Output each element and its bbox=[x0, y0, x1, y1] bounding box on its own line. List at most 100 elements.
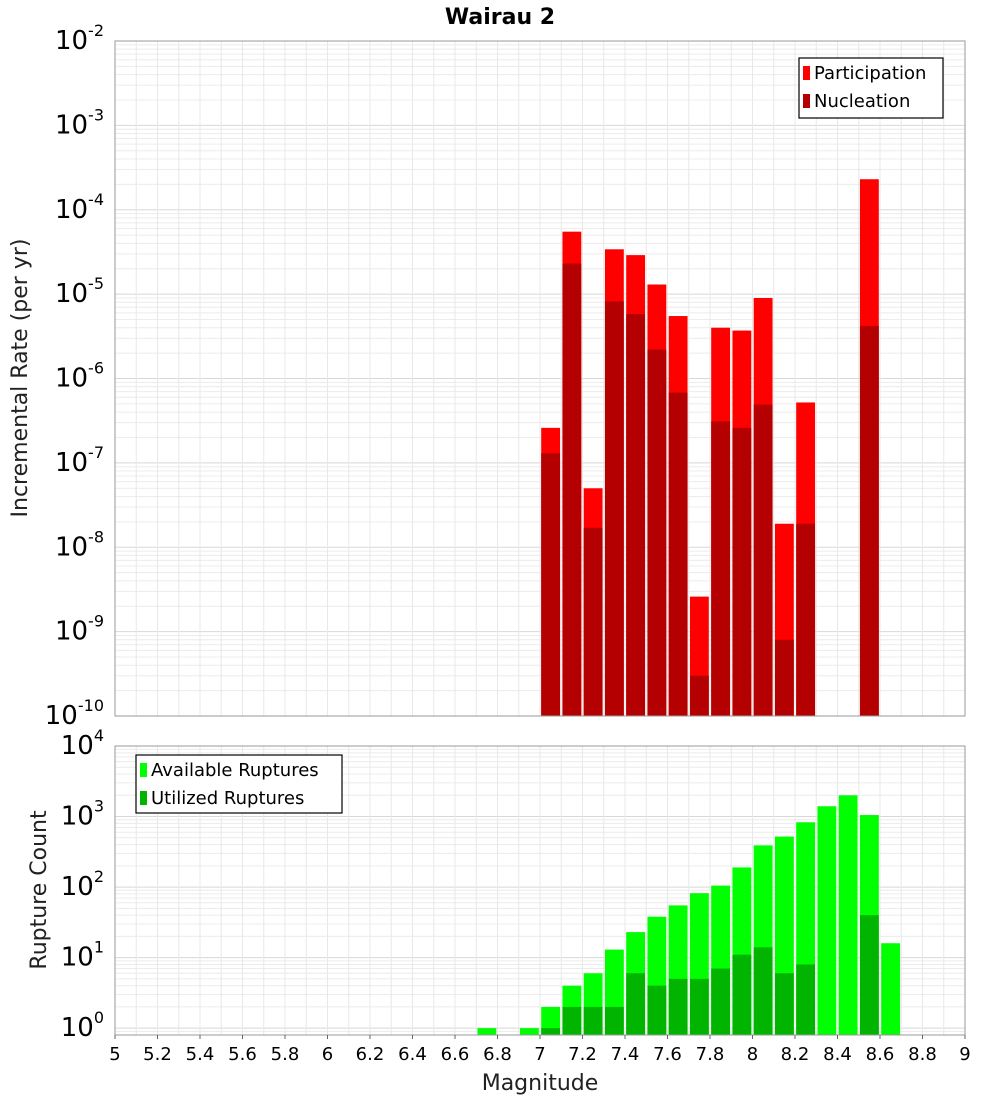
x-tick-label: 6 bbox=[322, 1044, 333, 1065]
top-bar bbox=[711, 421, 731, 716]
top-bar bbox=[604, 301, 624, 716]
x-tick-label: 7.2 bbox=[568, 1044, 597, 1065]
x-tick-label: 6.2 bbox=[356, 1044, 385, 1065]
top-y-tick-label: 10-2 bbox=[55, 21, 104, 56]
top-bar bbox=[689, 675, 709, 716]
top-y-tick-label: 10-5 bbox=[55, 274, 104, 309]
x-axis-label: Magnitude bbox=[482, 1071, 599, 1096]
bottom-legend-swatch bbox=[140, 763, 147, 777]
bottom-bar bbox=[519, 1028, 539, 1035]
tick-exponent: -9 bbox=[88, 612, 104, 631]
top-y-tick-label: 10-7 bbox=[55, 443, 104, 478]
bottom-y-tick-label: 102 bbox=[61, 867, 104, 902]
bottom-legend-label: Utilized Ruptures bbox=[151, 788, 304, 809]
bottom-y-tick-label: 101 bbox=[61, 938, 104, 973]
bottom-bar bbox=[817, 806, 837, 1035]
x-tick-label: 8.2 bbox=[781, 1044, 810, 1065]
tick-base: 10 bbox=[55, 279, 88, 309]
bottom-bar bbox=[626, 973, 646, 1035]
top-y-tick-label: 10-4 bbox=[55, 190, 104, 225]
top-bar bbox=[859, 325, 879, 716]
x-tick-label: 5.6 bbox=[228, 1044, 257, 1065]
bottom-legend-swatch bbox=[140, 791, 147, 805]
bottom-bar bbox=[689, 978, 709, 1035]
bottom-bar bbox=[732, 954, 752, 1035]
tick-exponent: -7 bbox=[88, 443, 104, 462]
x-tick-label: 5 bbox=[109, 1044, 120, 1065]
tick-exponent: -4 bbox=[88, 190, 104, 209]
tick-exponent: -5 bbox=[88, 274, 104, 293]
tick-base: 10 bbox=[61, 943, 94, 973]
tick-exponent: -8 bbox=[88, 527, 104, 546]
top-bar bbox=[796, 523, 816, 716]
bottom-bar bbox=[541, 1006, 561, 1035]
x-tick-label: 6.6 bbox=[441, 1044, 470, 1065]
top-y-tick-label: 10-8 bbox=[55, 527, 104, 562]
bottom-bar bbox=[881, 943, 901, 1035]
top-bar bbox=[626, 314, 646, 716]
bottom-bar bbox=[796, 964, 816, 1035]
bottom-y-tick-label: 103 bbox=[61, 797, 104, 832]
bottom-legend-box bbox=[135, 754, 343, 814]
tick-exponent: 0 bbox=[94, 1008, 104, 1027]
tick-base: 10 bbox=[45, 701, 78, 731]
tick-exponent: -3 bbox=[88, 105, 104, 124]
tick-exponent: -2 bbox=[88, 21, 104, 40]
chart-title: Wairau 2 bbox=[445, 5, 555, 30]
x-tick-label: 7.6 bbox=[653, 1044, 682, 1065]
top-bar bbox=[562, 263, 582, 716]
top-legend-swatch bbox=[803, 66, 810, 80]
x-tick-label: 8.4 bbox=[823, 1044, 852, 1065]
bottom-y-tick-label: 100 bbox=[61, 1008, 104, 1043]
bottom-series-secondary bbox=[541, 915, 879, 1035]
bottom-y-axis-label: Rupture Count bbox=[27, 810, 52, 970]
top-bar bbox=[753, 404, 773, 716]
bottom-bar bbox=[859, 915, 879, 1035]
bottom-legend-label: Available Ruptures bbox=[151, 760, 319, 781]
top-bar bbox=[541, 453, 561, 716]
top-bar bbox=[774, 639, 794, 716]
tick-exponent: 1 bbox=[94, 938, 104, 957]
x-ticks: 5 5.2 5.4 5.6 5.8 6 6.2 6.4 6.6 6.8 7 7.2 7.4 7.6 7.8 8… bbox=[109, 1035, 971, 1065]
top-bar bbox=[668, 392, 688, 716]
top-legend-label: Nucleation bbox=[814, 91, 910, 112]
x-tick-label: 6.4 bbox=[398, 1044, 427, 1065]
top-legend-swatch bbox=[803, 94, 810, 108]
tick-exponent: -10 bbox=[78, 696, 104, 715]
x-tick-label: 8 bbox=[747, 1044, 758, 1065]
top-plot-frame bbox=[114, 40, 966, 717]
top-legend-box bbox=[798, 57, 944, 119]
bottom-bar bbox=[604, 1006, 624, 1035]
bottom-bar bbox=[774, 973, 794, 1035]
tick-base: 10 bbox=[55, 617, 88, 647]
top-y-tick-label: 10-10 bbox=[45, 696, 104, 731]
bottom-bar bbox=[477, 1028, 497, 1035]
top-bar bbox=[732, 427, 752, 716]
bottom-bar bbox=[838, 795, 858, 1035]
x-tick-label: 6.8 bbox=[483, 1044, 512, 1065]
top-y-axis-label: Incremental Rate (per yr) bbox=[8, 239, 33, 518]
bottom-bar bbox=[583, 1006, 603, 1035]
tick-base: 10 bbox=[55, 26, 88, 56]
bottom-bar bbox=[541, 1028, 561, 1035]
x-tick-label: 8.6 bbox=[866, 1044, 895, 1065]
bottom-bar bbox=[668, 978, 688, 1035]
bottom-bar bbox=[711, 968, 731, 1035]
bottom-bar bbox=[647, 985, 667, 1035]
x-tick-label: 5.2 bbox=[143, 1044, 172, 1065]
tick-exponent: 3 bbox=[94, 797, 104, 816]
bottom-bar bbox=[562, 1006, 582, 1035]
tick-base: 10 bbox=[61, 802, 94, 832]
tick-base: 10 bbox=[55, 448, 88, 478]
tick-base: 10 bbox=[61, 731, 94, 761]
tick-exponent: 4 bbox=[94, 726, 104, 745]
tick-base: 10 bbox=[55, 110, 88, 140]
top-bar bbox=[647, 349, 667, 716]
tick-base: 10 bbox=[61, 872, 94, 902]
top-y-tick-label: 10-6 bbox=[55, 359, 104, 394]
x-tick-label: 5.8 bbox=[271, 1044, 300, 1065]
tick-exponent: -6 bbox=[88, 359, 104, 378]
